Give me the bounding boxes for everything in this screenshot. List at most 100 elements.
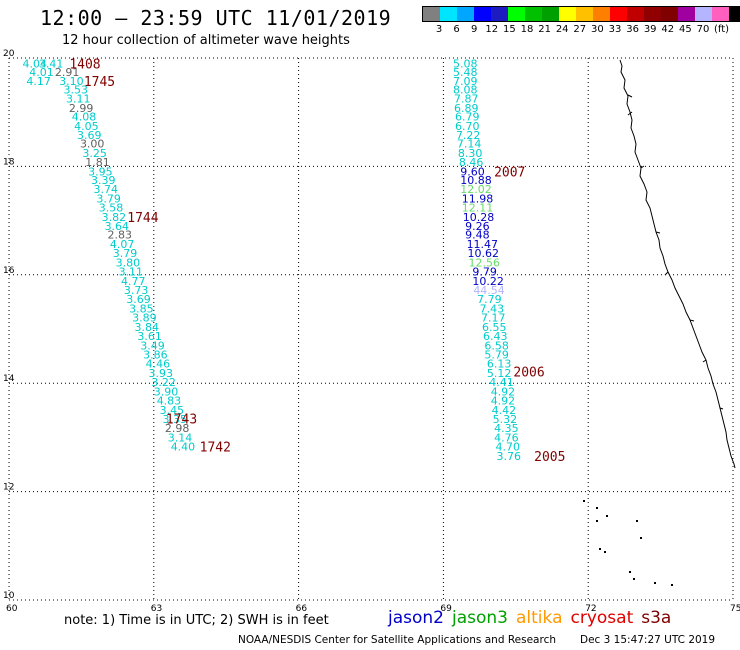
satellite-legend-cryosat: cryosat xyxy=(570,608,634,628)
legend-label: 18 xyxy=(520,24,534,35)
swh-value: 3.76 xyxy=(496,450,521,463)
swh-value: 3.82 xyxy=(102,211,127,224)
swh-value: 9.79 xyxy=(472,266,497,279)
swh-value: 11.98 xyxy=(462,192,494,205)
island-dot xyxy=(583,500,585,502)
x-tick-label: 69 xyxy=(440,604,452,614)
legend-label: 9 xyxy=(471,24,478,35)
swh-value: 4.17 xyxy=(26,75,51,88)
island-dot xyxy=(654,582,656,584)
map-title: 12:00 – 23:59 UTC 11/01/2019 xyxy=(40,6,392,30)
swh-value: 3.00 xyxy=(80,138,105,151)
swh-value: 4.92 xyxy=(491,385,515,398)
orbit-label: 1745 xyxy=(84,75,115,90)
swh-value: 3.90 xyxy=(154,385,179,398)
legend-label: 3 xyxy=(435,24,443,35)
legend-swatch xyxy=(695,7,712,21)
swh-value: 3.85 xyxy=(129,302,154,315)
swh-value: 2.83 xyxy=(107,229,131,242)
swh-value: 5.48 xyxy=(453,66,478,79)
swh-value: 4.35 xyxy=(494,422,518,435)
swh-value: 4.42 xyxy=(492,404,516,417)
swh-value: 2.91 xyxy=(55,66,80,79)
units-note: note: 1) Time is in UTC; 2) SWH is in fe… xyxy=(64,613,329,628)
y-tick-label: 18 xyxy=(3,157,15,167)
swh-value: 3.58 xyxy=(99,202,124,215)
lakshadweep-islands xyxy=(583,500,673,586)
y-tick-label: 16 xyxy=(3,266,15,276)
legend-swatch xyxy=(712,7,729,21)
swh-value: 7.22 xyxy=(456,129,481,142)
legend-label: 45 xyxy=(679,24,692,35)
swh-value: 4.83 xyxy=(157,395,182,408)
island-dot xyxy=(633,578,635,580)
swh-value: 7.14 xyxy=(457,138,482,151)
map-subtitle: 12 hour collection of altimeter wave hei… xyxy=(62,33,350,48)
swh-value: 3.69 xyxy=(126,293,150,306)
coastline-detail xyxy=(627,94,724,410)
legend-swatch xyxy=(644,7,661,21)
swh-value: 3.79 xyxy=(96,192,121,205)
swh-value: 6.58 xyxy=(484,339,509,352)
swh-value: 3.22 xyxy=(151,376,176,389)
swh-value: 4.07 xyxy=(110,238,135,251)
swh-value: 7.09 xyxy=(453,75,478,88)
legend-swatch xyxy=(559,7,576,21)
swh-value: 3.10 xyxy=(59,75,84,88)
legend-swatch xyxy=(627,7,644,21)
swh-value: 4.01 xyxy=(29,66,54,79)
swh-value: 9.60 xyxy=(460,165,485,178)
island-dot xyxy=(606,515,608,517)
swh-value: 4.41 xyxy=(489,376,513,389)
legend-swatches xyxy=(422,6,740,22)
swh-value: 8.30 xyxy=(458,147,483,160)
island-dot xyxy=(599,548,601,550)
swh-value: 10.28 xyxy=(463,211,495,224)
legend-swatch xyxy=(508,7,525,21)
x-tick-label: 72 xyxy=(585,604,596,614)
legend-swatch xyxy=(423,7,440,21)
swh-value: 5.32 xyxy=(493,413,517,426)
satellite-legend-altika: altika xyxy=(516,608,563,628)
legend-label: 24 xyxy=(555,24,569,35)
swh-value: 8.08 xyxy=(453,83,478,96)
legend-labels: (ft) 3 6 9 12 15 18 21 24 27 30 33 36 39 42 45 70 xyxy=(422,22,732,36)
swh-value: 3.11 xyxy=(119,266,144,279)
legend-unit: (ft) xyxy=(714,24,730,35)
swh-value: 2.99 xyxy=(69,102,94,115)
swh-value: 6.43 xyxy=(483,330,508,343)
swh-value: 5.79 xyxy=(484,348,509,361)
generated-date: Dec 3 15:47:27 UTC 2019 xyxy=(580,634,716,646)
swh-value: 3.95 xyxy=(88,165,113,178)
swh-value: 3.64 xyxy=(105,220,129,233)
grid-lines xyxy=(8,57,734,601)
axis-ticks: 60 63 66 69 72 75 10 12 14 16 18 20 xyxy=(3,49,740,614)
swh-value: 3.89 xyxy=(132,312,157,325)
color-legend: (ft) 3 6 9 12 15 18 21 24 27 30 33 36 39 42 45 70 xyxy=(422,6,740,36)
satellite-legend-jason3: jason3 xyxy=(452,608,508,628)
x-tick-label: 75 xyxy=(730,604,740,614)
swh-value: 6.79 xyxy=(455,111,480,124)
swh-value: 3.11 xyxy=(66,93,91,106)
satellite-legend-jason2: jason2 xyxy=(388,608,444,628)
legend-label: 27 xyxy=(573,24,587,35)
y-tick-label: 10 xyxy=(3,591,15,601)
swh-value: 4.77 xyxy=(121,275,146,288)
swh-value: 3.35 xyxy=(162,413,187,426)
swh-value: 8.46 xyxy=(459,156,484,169)
swh-value: 4.08 xyxy=(72,111,97,124)
legend-label: 12 xyxy=(485,24,499,35)
swh-value: 7.79 xyxy=(477,293,502,306)
y-tick-label: 20 xyxy=(3,49,15,59)
coastline xyxy=(583,59,736,586)
swh-value: 3.84 xyxy=(134,321,159,334)
island-dot xyxy=(604,551,606,553)
swh-value: 3.14 xyxy=(168,431,193,444)
orbit-label: 2006 xyxy=(513,365,544,380)
legend-swatch xyxy=(678,7,695,21)
legend-swatch xyxy=(440,7,457,21)
island-dot xyxy=(640,537,642,539)
swh-value: 5.08 xyxy=(453,57,478,70)
legend-label: 15 xyxy=(503,24,516,35)
